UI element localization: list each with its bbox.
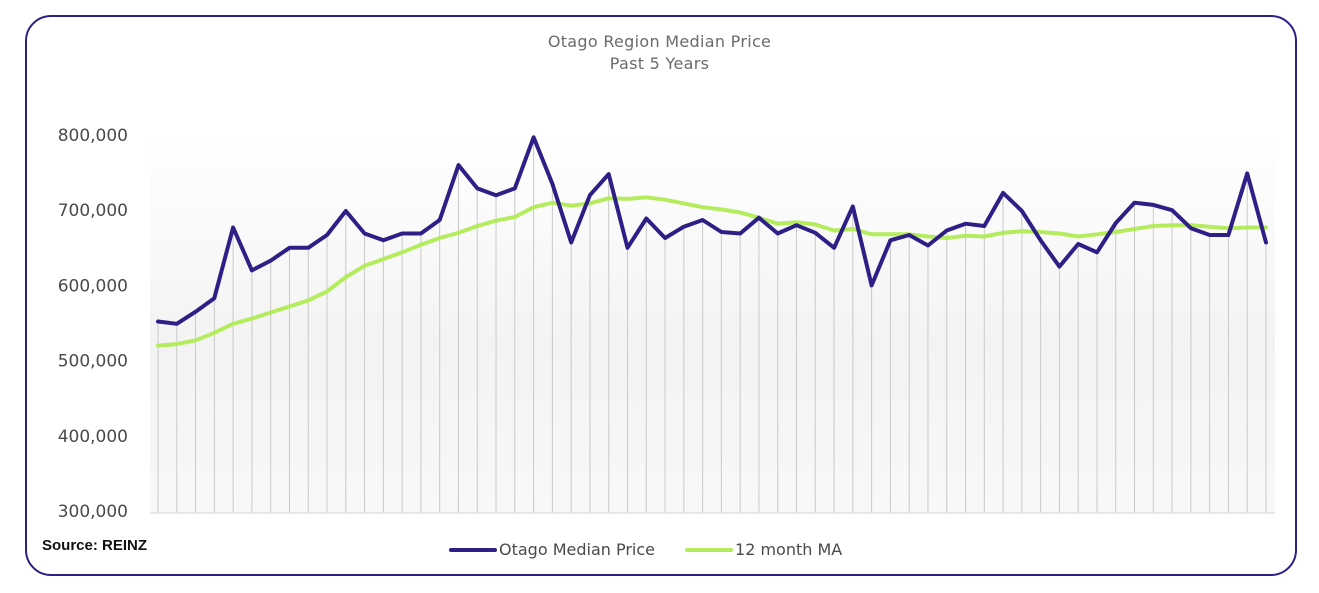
y-tick-label: 600,000 (58, 276, 128, 296)
legend-item-median: Otago Median Price (449, 540, 655, 559)
legend-swatch-ma (685, 547, 734, 552)
plot-area (150, 135, 1275, 513)
y-tick-label: 500,000 (58, 352, 128, 372)
y-tick-label: 800,000 (58, 126, 128, 146)
series-line-median-price (156, 135, 1268, 326)
y-tick-label: 400,000 (58, 427, 128, 447)
source-label: Source: REINZ (42, 537, 148, 554)
legend-label-ma: 12 month MA (735, 540, 843, 559)
legend: Otago Median Price 12 month MA (449, 540, 872, 559)
legend-item-ma: 12 month MA (685, 540, 842, 559)
chart-subtitle: Past 5 Years (609, 54, 710, 73)
chart-title: Otago Region Median Price (547, 32, 772, 51)
y-tick-label: 700,000 (58, 201, 128, 221)
y-tick-label: 300,000 (58, 502, 128, 522)
legend-label-median: Otago Median Price (499, 540, 656, 559)
series-line-12-month-ma (156, 195, 1268, 348)
legend-swatch-median (449, 547, 497, 552)
